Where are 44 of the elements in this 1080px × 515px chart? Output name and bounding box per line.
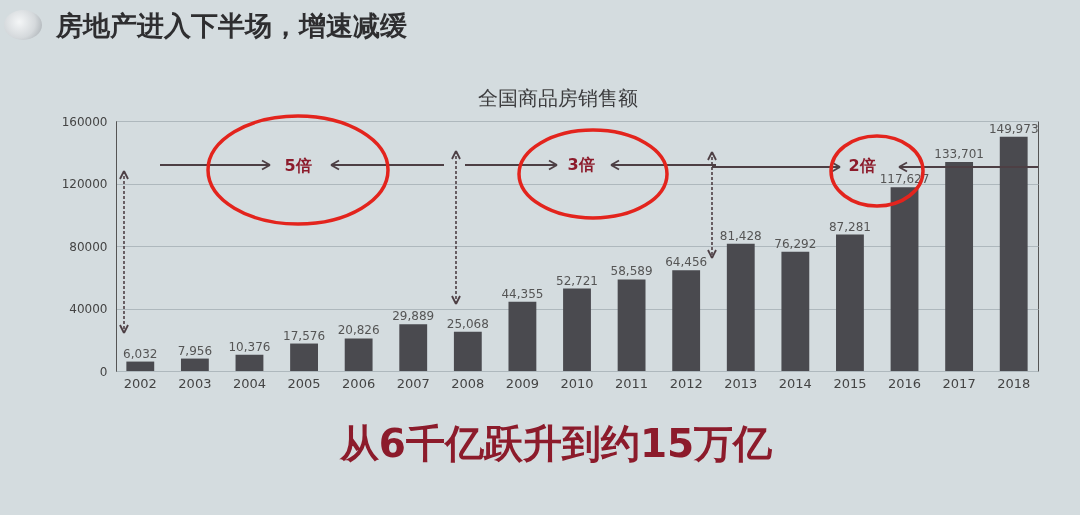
x-tick-label: 2012 — [669, 375, 703, 391]
data-label: 52,721 — [556, 273, 598, 288]
x-tick-label: 2002 — [123, 375, 157, 391]
x-tick-label: 2006 — [342, 375, 376, 391]
x-tick-label: 2007 — [396, 375, 430, 391]
x-tick-label: 2011 — [615, 375, 649, 391]
chart-title: 房地产进入下半场，增速减缓 — [55, 10, 407, 41]
data-label: 17,576 — [283, 328, 326, 343]
annotation: 2倍 — [848, 156, 876, 175]
x-tick-label: 2004 — [232, 375, 267, 391]
annotation: 3倍 — [567, 155, 595, 174]
x-tick-label: 2014 — [778, 375, 812, 391]
data-label: 149,973 — [988, 121, 1039, 136]
x-tick-label: 2008 — [451, 375, 485, 391]
x-tick-label: 2010 — [560, 375, 594, 391]
data-label: 20,826 — [337, 323, 380, 338]
data-label: 133,701 — [934, 147, 984, 162]
y-tick-label: 160000 — [61, 114, 108, 129]
data-label: 76,292 — [774, 236, 817, 251]
x-tick-label: 2003 — [178, 375, 212, 391]
y-tick-label: 0 — [99, 364, 108, 379]
data-label: 64,456 — [665, 255, 708, 270]
data-label: 44,355 — [501, 286, 544, 301]
text: 从6千亿跃升到约15万亿 — [338, 421, 774, 466]
chart-subtitle: 全国商品房销售额 — [478, 86, 638, 110]
data-label: 58,589 — [610, 264, 653, 279]
data-label: 87,281 — [828, 219, 871, 234]
x-tick-label: 2005 — [287, 375, 321, 391]
data-label: 6,032 — [123, 346, 158, 361]
x-tick-label: 2015 — [833, 375, 867, 391]
data-label: 81,428 — [719, 228, 762, 243]
y-tick-label: 80000 — [69, 239, 108, 254]
annotation: 5倍 — [284, 155, 312, 175]
y-tick-label: 120000 — [61, 177, 108, 191]
x-tick-label: 2013 — [724, 375, 758, 391]
x-tick-label: 2016 — [887, 375, 922, 391]
x-tick-label: 2018 — [997, 375, 1031, 391]
y-tick-label: 40000 — [69, 302, 108, 316]
data-label: 25,068 — [446, 316, 489, 331]
x-tick-label: 2017 — [942, 375, 976, 391]
data-label: 29,889 — [392, 309, 435, 324]
data-label: 7,956 — [177, 343, 213, 358]
x-tick-label: 2009 — [505, 375, 539, 391]
data-label: 10,376 — [228, 339, 271, 354]
